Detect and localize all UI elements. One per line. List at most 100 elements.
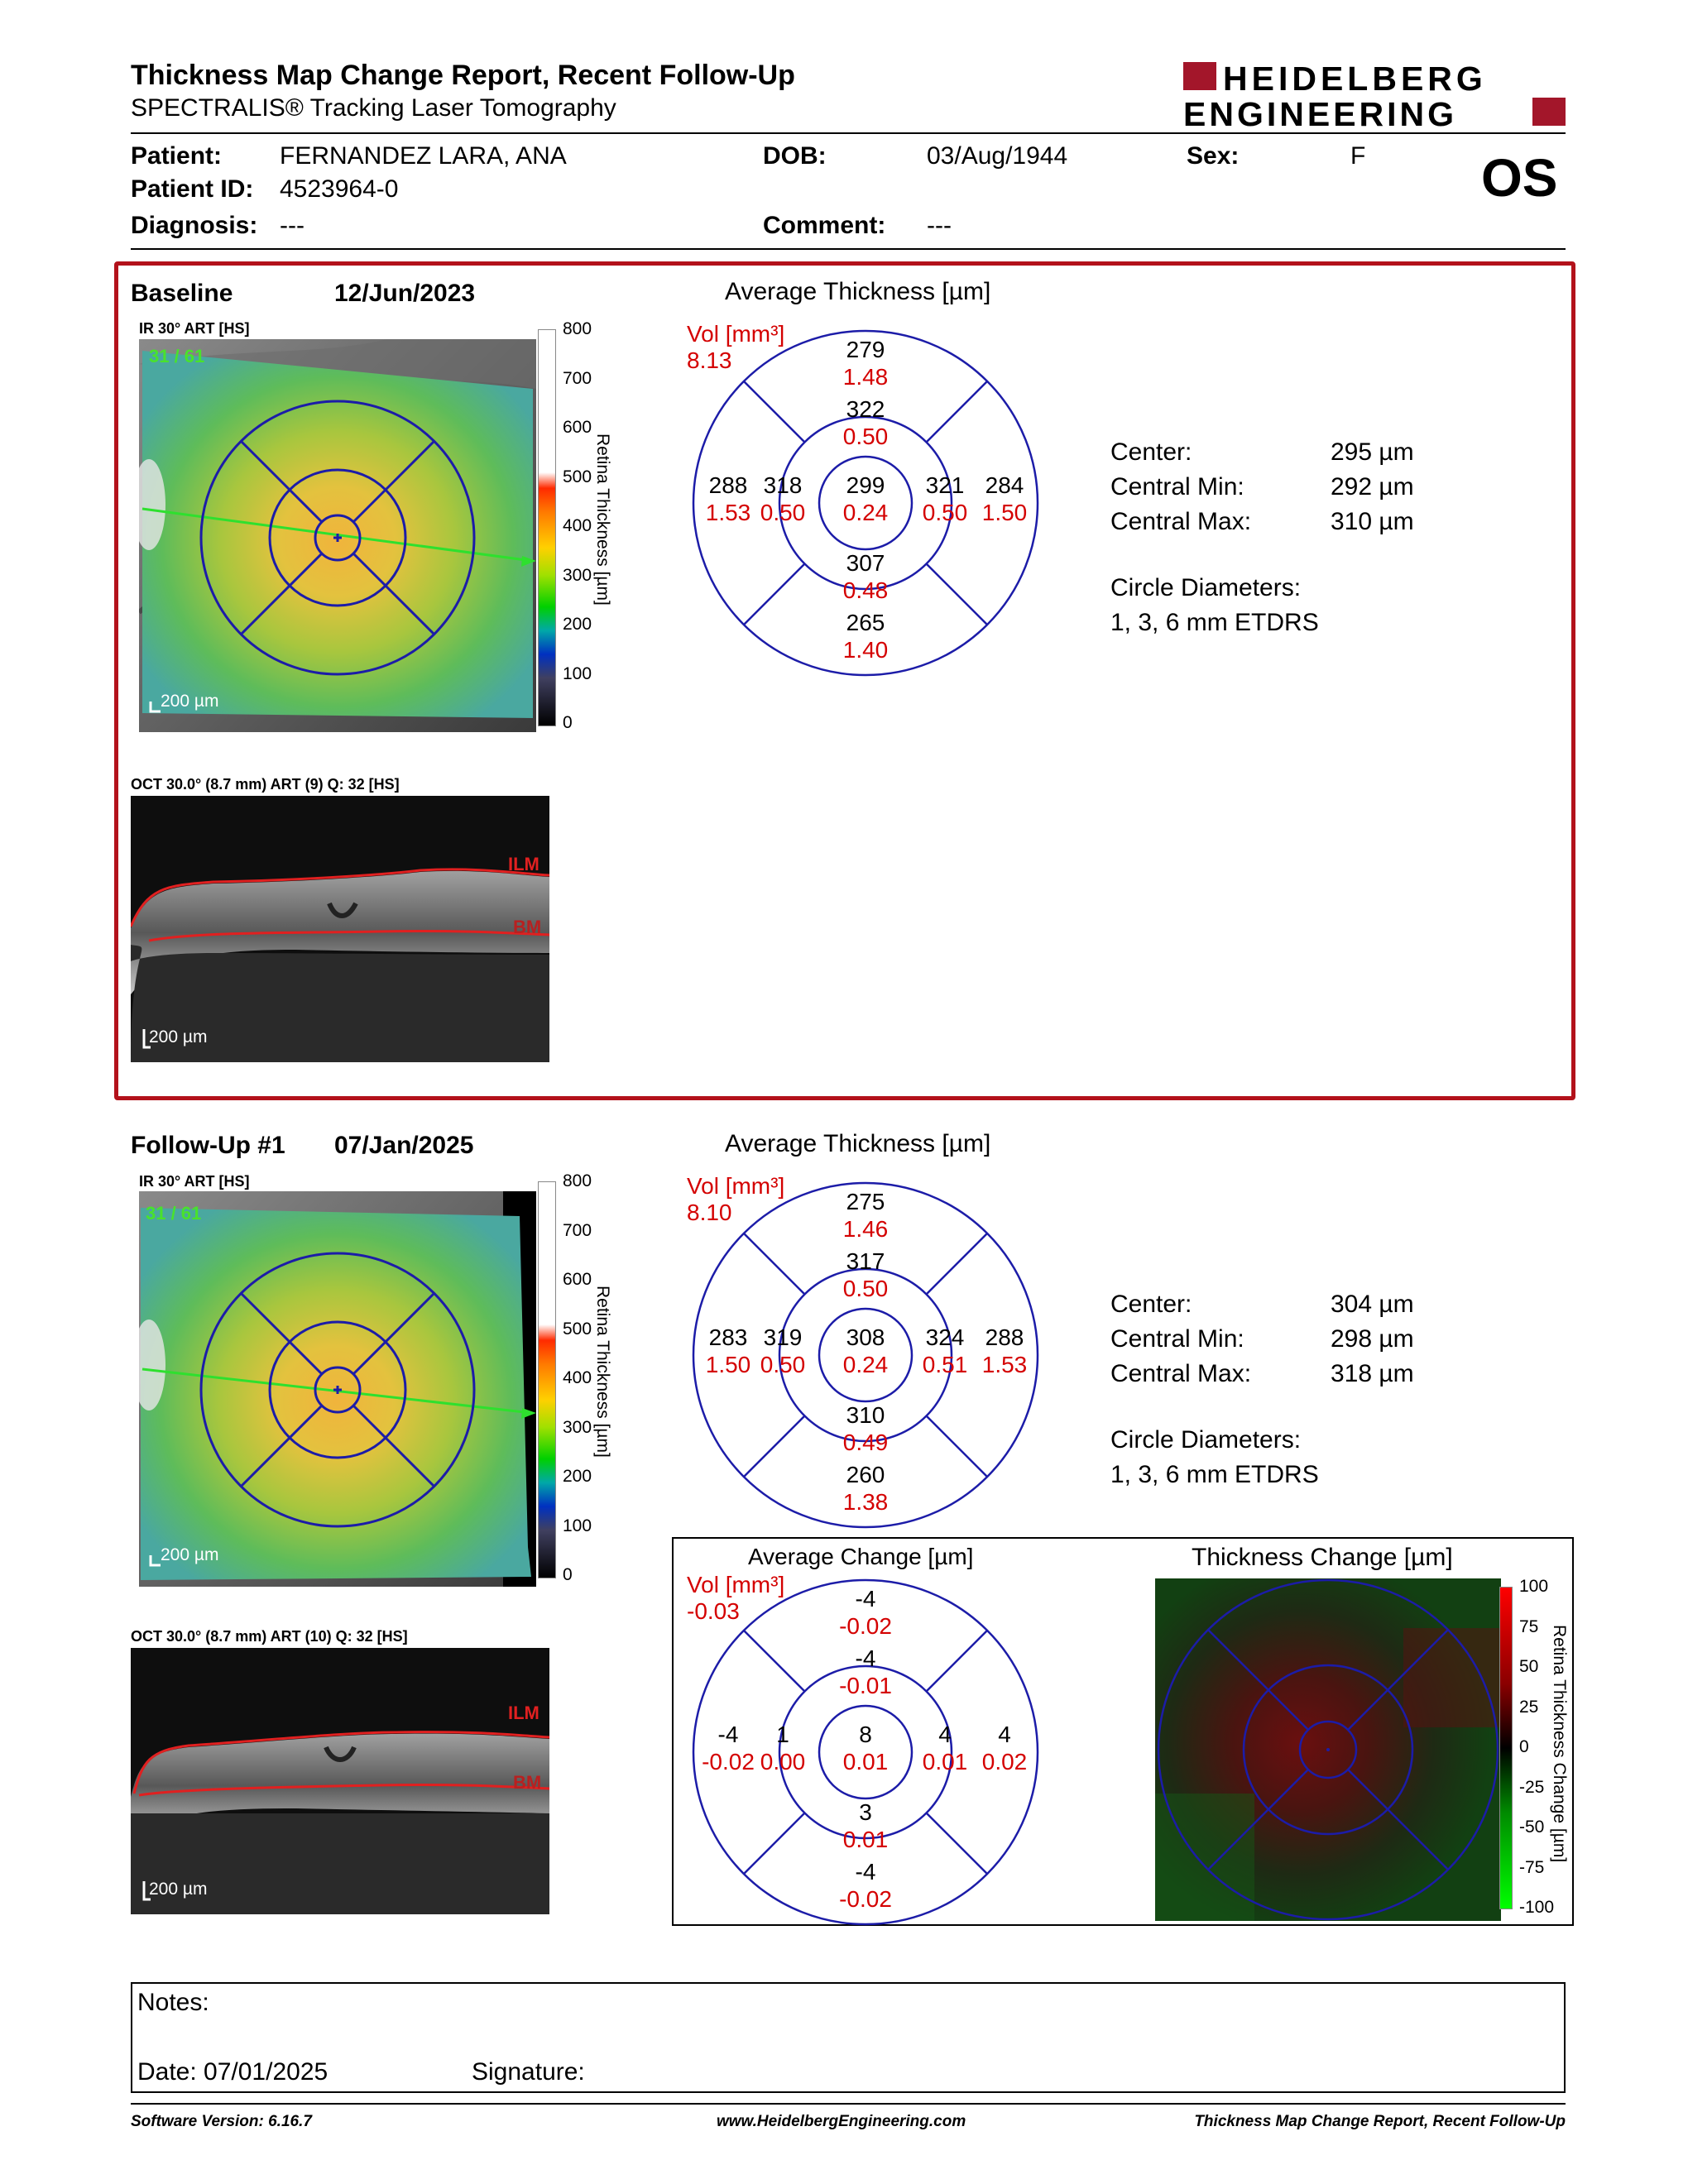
notes-label: Notes:	[137, 1989, 209, 2016]
baseline-oct-scan: ILM BM 200 µm	[131, 796, 549, 1062]
notes-date: Date: 07/01/2025	[137, 2058, 328, 2086]
baseline-bm-label: BM	[513, 917, 541, 937]
report-title: Thickness Map Change Report, Recent Foll…	[131, 60, 795, 91]
baseline-colorbar-tick: 300	[563, 565, 592, 585]
baseline-overlay-count: 31 / 61	[149, 346, 204, 366]
change-colorbar	[1499, 1587, 1513, 1909]
followup-etdrs-tmp-out-thickness: 288	[985, 1324, 1024, 1350]
followup-etdrs-inf-in-volume: 0.49	[843, 1430, 889, 1455]
change-colorbar-ticks: 100 75 50 25 0 -25 -50 -75 -100	[1519, 1577, 1569, 1919]
baseline-thickness-map: 31 / 61 200 µm	[139, 339, 536, 732]
followup-overlay-count: 31 / 61	[146, 1203, 201, 1224]
followup-colorbar-tick: 300	[563, 1417, 592, 1437]
followup-etdrs-sup-out-volume: 1.46	[843, 1216, 889, 1242]
change-colorbar-tick: 75	[1519, 1616, 1539, 1636]
change-etdrs-tmp-out-volume: 0.02	[982, 1749, 1028, 1774]
baseline-colorbar-tick: 100	[563, 663, 592, 683]
followup-ir-label: IR 30° ART [HS]	[139, 1173, 250, 1190]
dob-label: DOB:	[763, 142, 827, 170]
baseline-stat-min: Central Min: 292 µm	[1110, 473, 1414, 500]
baseline-etdrs-inf-out-volume: 1.40	[843, 637, 889, 663]
change-colorbar-tick: -25	[1519, 1777, 1545, 1797]
followup-stat-max: Central Max: 318 µm	[1110, 1360, 1414, 1387]
followup-colorbar-ticks: 800 700 600 500 400 300 200 100 0	[563, 1171, 612, 1585]
change-colorbar-tick: 100	[1519, 1577, 1549, 1596]
change-avg-title: Average Change [µm]	[748, 1544, 974, 1569]
followup-avg-title: Average Thickness [µm]	[725, 1130, 991, 1157]
baseline-colorbar-title: Retina Thickness [µm]	[593, 433, 612, 606]
baseline-etdrs-inf-out-thickness: 265	[846, 610, 885, 635]
footer-url[interactable]: www.HeidelbergEngineering.com	[717, 2113, 966, 2130]
baseline-etdrs-tmp-out-volume: 1.50	[982, 500, 1028, 525]
baseline-etdrs-grid-overlay	[199, 400, 476, 676]
baseline-etdrs-chart: 2791.483220.502881.533180.502990.243210.…	[692, 329, 1039, 677]
change-colorbar-tick: 0	[1519, 1737, 1529, 1756]
change-colorbar-title: Retina Thickness Change [µm]	[1550, 1625, 1569, 1863]
logo-red-block-top	[1183, 62, 1216, 90]
sex-value: F	[1350, 142, 1366, 170]
logo-line1: HEIDELBERG	[1223, 60, 1487, 98]
followup-etdrs-tmp-in-thickness: 324	[926, 1324, 965, 1350]
comment-value: ---	[927, 212, 952, 239]
footer-rule	[131, 2103, 1566, 2105]
followup-vol-block: Vol [mm³] 8.10	[687, 1173, 869, 1226]
followup-map-scale: 200 µm	[161, 1545, 218, 1564]
baseline-etdrs-tmp-in-volume: 0.50	[923, 500, 968, 525]
baseline-date: 12/Jun/2023	[334, 280, 476, 307]
followup-oct-scan: ILM BM 200 µm	[131, 1648, 549, 1914]
notes-signature: Signature:	[472, 2058, 585, 2086]
sex-label: Sex:	[1187, 142, 1240, 170]
baseline-colorbar-tick: 600	[563, 418, 592, 437]
followup-etdrs-inf-in-thickness: 310	[846, 1402, 885, 1428]
change-etdrs-tmp-out-thickness: 4	[998, 1722, 1011, 1747]
followup-etdrs-nas-in-thickness: 319	[764, 1324, 803, 1350]
followup-etdrs-nas-out-volume: 1.50	[706, 1352, 751, 1377]
followup-colorbar-title: Retina Thickness [µm]	[593, 1286, 612, 1458]
followup-etdrs-center-volume: 0.24	[843, 1352, 889, 1377]
baseline-stat-center: Center: 295 µm	[1110, 438, 1414, 466]
baseline-colorbar-tick: 400	[563, 516, 592, 535]
dob-value: 03/Aug/1944	[927, 142, 1068, 170]
baseline-label: Baseline	[131, 280, 233, 307]
patient-rule	[131, 248, 1566, 250]
change-etdrs-nas-in-volume: 0.00	[760, 1749, 806, 1774]
baseline-etdrs-sup-in-thickness: 322	[846, 396, 885, 422]
followup-colorbar-tick: 800	[563, 1171, 592, 1190]
baseline-etdrs-sup-in-volume: 0.50	[843, 424, 889, 449]
change-etdrs-inf-in-thickness: 3	[859, 1799, 872, 1825]
change-etdrs-inf-in-volume: 0.01	[843, 1827, 889, 1852]
followup-etdrs-chart: 2751.463170.502831.503190.503080.243240.…	[692, 1181, 1039, 1529]
followup-etdrs-inf-out-thickness: 260	[846, 1462, 885, 1487]
baseline-colorbar-ticks: 800 700 600 500 400 300 200 100 0	[563, 319, 612, 733]
followup-date: 07/Jan/2025	[334, 1132, 474, 1159]
followup-oct-scale: 200 µm	[149, 1880, 207, 1899]
change-map	[1155, 1578, 1501, 1921]
baseline-etdrs-nas-in-volume: 0.50	[760, 500, 806, 525]
followup-colorbar-tick: 100	[563, 1516, 592, 1535]
baseline-colorbar-tick: 700	[563, 368, 592, 388]
footer-software-version: Software Version: 6.16.7	[131, 2113, 312, 2130]
baseline-vol-value: 8.13	[687, 347, 732, 373]
comment-label: Comment:	[763, 212, 886, 239]
followup-etdrs-tmp-out-volume: 1.53	[982, 1352, 1028, 1377]
baseline-etdrs-grid	[692, 329, 1039, 677]
change-vol-value: -0.03	[687, 1598, 740, 1624]
baseline-colorbar-tick: 500	[563, 467, 592, 486]
baseline-etdrs-sup-out-volume: 1.48	[843, 364, 889, 390]
heidelberg-logo: HEIDELBERG ENGINEERING	[1183, 60, 1566, 129]
change-map-etdrs-overlay	[1157, 1578, 1499, 1921]
followup-etdrs-sup-in-volume: 0.50	[843, 1276, 889, 1301]
change-etdrs-center-volume: 0.01	[843, 1749, 889, 1774]
change-etdrs-inf-out-thickness: -4	[856, 1859, 876, 1885]
change-colorbar-tick: -100	[1519, 1898, 1555, 1917]
patient-id-label: Patient ID:	[131, 175, 254, 203]
change-etdrs-chart: -4-0.02-4-0.01-4-0.0210.0080.0140.0140.0…	[692, 1578, 1039, 1926]
change-etdrs-sup-out-volume: -0.02	[839, 1613, 892, 1639]
baseline-colorbar	[538, 329, 556, 726]
followup-colorbar-tick: 400	[563, 1368, 592, 1387]
change-panel	[672, 1537, 1574, 1926]
eye-indicator: OS	[1481, 148, 1558, 208]
baseline-etdrs-nas-in-thickness: 318	[764, 472, 803, 498]
followup-colorbar-tick: 500	[563, 1319, 592, 1339]
followup-vol-value: 8.10	[687, 1200, 732, 1225]
